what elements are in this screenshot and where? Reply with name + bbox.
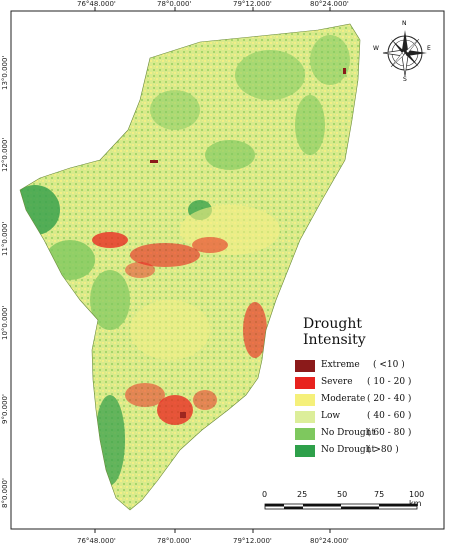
legend-item-severe: Severe ( 10 - 20 ) [295,375,423,392]
compass-s: S [403,76,407,83]
lon-tick-bottom: 80°24.000' [310,537,349,545]
legend-label: Severe [321,377,353,387]
scale-label: 50 [337,490,348,499]
lat-tick: 8°0.000' [1,478,9,508]
compass-e: E [427,45,431,52]
scale-label: 0 [262,490,268,499]
legend-item-low: Low ( 40 - 60 ) [295,409,423,426]
scale-label: 100 km [409,490,425,508]
scale-bar: 0 25 50 75 100 km [262,490,425,512]
lon-tick-top: 76°48.000' [77,0,116,8]
lat-tick: 13°0.000' [1,55,9,90]
lon-tick-top: 78°0.000' [157,0,192,8]
scale-label: 25 [297,490,308,499]
legend-item-extreme: Extreme ( <10 ) [295,358,423,375]
legend-range: ( <10 ) [373,360,405,370]
legend-swatch [295,394,315,406]
legend-swatch [295,428,315,440]
legend-swatch [295,445,315,457]
compass-w: W [373,45,379,52]
legend-label: No Drought [321,445,376,455]
legend-label: Moderate [321,394,366,404]
state-outline [19,23,361,511]
lon-tick-top: 80°24.000' [310,0,349,8]
legend-item-moderate: Moderate ( 20 - 40 ) [295,392,423,409]
legend-label: Extreme [321,360,360,370]
legend-label: Low [321,411,341,421]
graticule-ticks [94,7,331,533]
legend-item-no-drought-high: No Drought ( >80 ) [295,443,423,460]
lat-tick: 10°0.000' [1,305,9,340]
legend-title: Drought Intensity [303,316,366,348]
lon-tick-top: 79°12.000' [233,0,272,8]
lon-tick-bottom: 76°48.000' [77,537,116,545]
scale-label: 75 [374,490,385,499]
legend: Drought Intensity Extreme ( <10 ) Severe… [293,316,423,460]
map-border [10,10,445,530]
compass-n: N [402,20,407,27]
legend-range: ( 40 - 60 ) [367,411,412,421]
legend-swatch [295,411,315,423]
legend-range: ( 20 - 40 ) [367,394,412,404]
lon-tick-bottom: 78°0.000' [157,537,192,545]
lat-tick: 9°0.000' [1,394,9,424]
legend-item-no-drought: No Drought ( 60 - 80 ) [295,426,423,443]
lon-tick-bottom: 79°12.000' [233,537,272,545]
legend-label: No Drought [321,428,376,438]
compass-rose-icon: N S W E [373,20,433,83]
legend-range: ( 60 - 80 ) [367,428,412,438]
legend-swatch [295,377,315,389]
lat-tick: 12°0.000' [1,137,9,172]
scale-bar-graphic [264,503,418,510]
legend-range: ( 10 - 20 ) [367,377,412,387]
lat-tick: 11°0.000' [1,221,9,256]
legend-range: ( >80 ) [367,445,399,455]
legend-swatch [295,360,315,372]
